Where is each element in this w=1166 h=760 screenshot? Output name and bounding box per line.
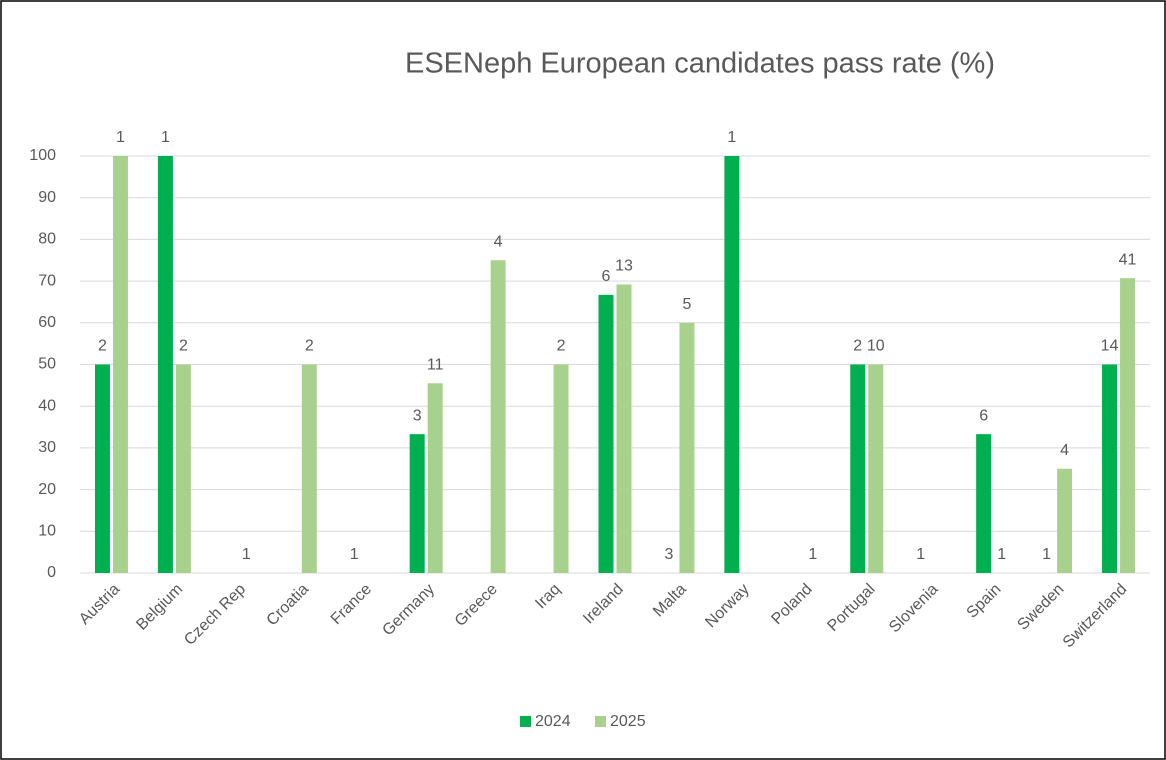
bar [598, 294, 614, 573]
bar [850, 364, 866, 573]
bar [679, 322, 695, 573]
bar [868, 364, 884, 573]
bar [1102, 364, 1118, 573]
data-label: 4 [1060, 442, 1069, 459]
data-label: 1 [350, 546, 359, 563]
bar [616, 284, 632, 573]
y-tick-label: 10 [38, 523, 56, 540]
data-label: 14 [1101, 338, 1119, 355]
bar [1057, 468, 1073, 573]
data-label: 2 [179, 338, 188, 355]
bar [175, 364, 191, 573]
bar [490, 260, 506, 573]
bar [157, 156, 173, 573]
data-label: 6 [979, 407, 988, 424]
bar [553, 364, 569, 573]
bar [409, 434, 425, 573]
bar [427, 383, 443, 573]
legend-swatch [520, 716, 531, 727]
legend-swatch [595, 716, 606, 727]
bar [94, 364, 110, 573]
y-tick-label: 80 [38, 231, 56, 248]
bar [112, 156, 128, 573]
legend-label: 2025 [610, 713, 646, 730]
y-tick-label: 90 [38, 189, 56, 206]
data-label: 1 [242, 546, 251, 563]
data-label: 2 [557, 338, 566, 355]
data-label: 4 [494, 233, 503, 250]
legend-label: 2024 [535, 713, 571, 730]
y-tick-label: 40 [38, 397, 56, 414]
data-label: 1 [916, 546, 925, 563]
data-label: 1 [997, 546, 1006, 563]
data-label: 3 [413, 407, 422, 424]
data-label: 1 [1042, 546, 1051, 563]
data-label: 2 [98, 338, 107, 355]
y-tick-label: 50 [38, 356, 56, 373]
y-tick-label: 20 [38, 481, 56, 498]
data-label: 1 [161, 129, 170, 146]
data-label: 13 [615, 258, 633, 275]
data-label: 1 [808, 546, 817, 563]
data-label: 6 [602, 268, 611, 285]
data-label: 10 [867, 338, 885, 355]
data-label: 2 [853, 338, 862, 355]
y-tick-label: 70 [38, 272, 56, 289]
y-tick-label: 60 [38, 314, 56, 331]
y-tick-label: 30 [38, 439, 56, 456]
bar [1120, 278, 1136, 573]
y-tick-label: 100 [29, 147, 56, 164]
bar [724, 156, 740, 573]
bar [976, 434, 992, 573]
data-label: 3 [664, 546, 673, 563]
y-tick-label: 0 [47, 564, 56, 581]
bar [301, 364, 317, 573]
data-label: 1 [116, 129, 125, 146]
data-label: 2 [305, 338, 314, 355]
data-label: 5 [682, 296, 691, 313]
data-label: 41 [1119, 251, 1137, 268]
data-label: 1 [727, 129, 736, 146]
data-label: 11 [427, 356, 444, 373]
chart-title: ESENeph European candidates pass rate (%… [405, 48, 995, 80]
